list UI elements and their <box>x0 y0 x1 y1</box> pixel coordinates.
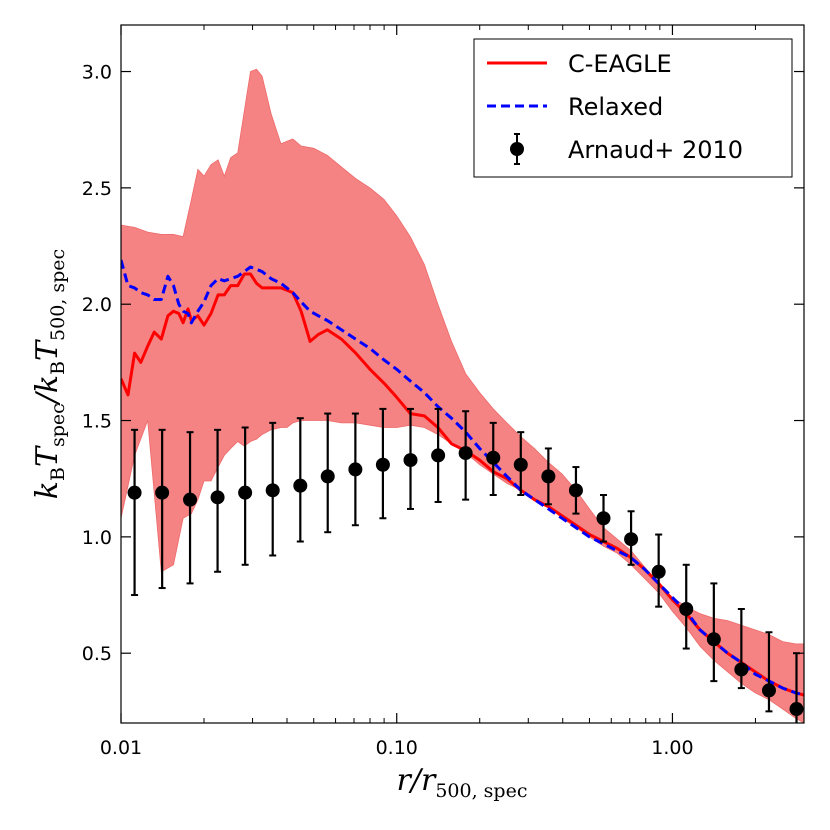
legend: C-EAGLE Relaxed Arnaud+ 2010 <box>473 38 793 178</box>
arnaud-data-point <box>183 431 198 585</box>
arnaud-data-point <box>624 510 639 566</box>
x-tick-label: 1.00 <box>651 737 693 759</box>
plot-frame <box>120 24 805 724</box>
legend-swatch-arnaud <box>510 133 524 165</box>
arnaud-data-point <box>127 428 142 597</box>
arnaud-data-point <box>651 533 666 608</box>
plot-area <box>121 68 804 723</box>
arnaud-data-point <box>458 410 473 501</box>
y-tick-label: 1.5 <box>82 411 112 433</box>
arnaud-data-point <box>155 428 170 590</box>
y-tick-label: 3.0 <box>82 62 112 84</box>
arnaud-data-point <box>431 407 446 503</box>
arnaud-data-point <box>568 466 583 515</box>
x-axis-label: r/r500, spec <box>397 763 528 802</box>
arnaud-data-point <box>265 421 280 557</box>
y-tick-label: 2.0 <box>82 294 112 316</box>
arnaud-data-point <box>513 431 528 496</box>
arnaud-data-point <box>596 493 611 543</box>
arnaud-data-point <box>486 421 501 496</box>
arnaud-data-point <box>320 412 335 534</box>
arnaud-data-point <box>293 417 308 543</box>
arnaud-data-point <box>679 563 694 650</box>
arnaud-data-point <box>403 407 418 510</box>
series-line-relaxed <box>121 259 804 697</box>
legend-label-c-eagle: C-EAGLE <box>568 50 672 78</box>
arnaud-data-point <box>706 582 721 683</box>
x-tick-label: 0.01 <box>100 737 142 759</box>
y-tick-label: 0.5 <box>82 643 112 665</box>
axis-ticks: 0.01 0.10 1.00 0.5 1.0 1.5 2.0 2.5 3.0 <box>82 25 805 759</box>
y-axis-label: kBTspec/kBT500, spec <box>30 249 69 499</box>
arnaud-data-point <box>238 426 253 566</box>
arnaud-data-point <box>375 407 390 520</box>
series-line-c-eagle <box>121 272 804 697</box>
arnaud-data-point <box>348 412 363 527</box>
arnaud-data-point <box>734 607 749 690</box>
arnaud-data-point <box>210 428 225 573</box>
legend-label-relaxed: Relaxed <box>568 93 663 121</box>
y-tick-label: 1.0 <box>82 527 112 549</box>
arnaud-data-point <box>761 631 776 713</box>
legend-label-arnaud: Arnaud+ 2010 <box>568 136 743 164</box>
x-tick-label: 0.10 <box>376 737 418 759</box>
arnaud-data-point <box>541 447 556 506</box>
y-tick-label: 2.5 <box>82 178 112 200</box>
